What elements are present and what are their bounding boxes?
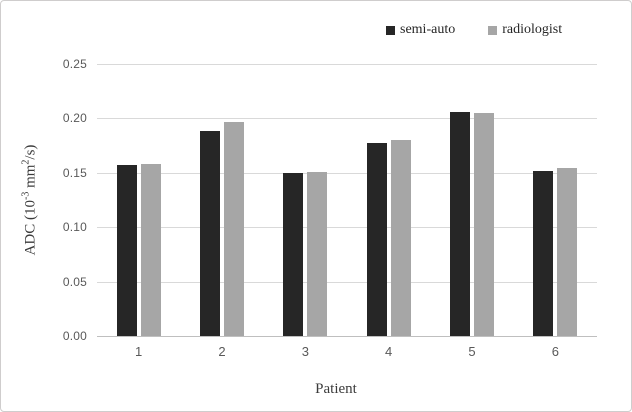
bar-semi-auto-patient-3 [283,172,304,336]
gridline-y-0.05 [97,281,597,283]
plot-area [97,64,597,337]
y-axis-title-superscript: -3 [20,191,32,201]
y-axis-title-text: /s) [22,144,39,160]
bar-radiologist-patient-2 [224,121,244,336]
bar-semi-auto-patient-1 [116,165,137,336]
bar-radiologist-patient-3 [307,171,328,336]
x-tick-label-6: 6 [551,344,559,359]
y-tick-label: 0.25 [62,57,87,71]
bar-semi-auto-patient-4 [366,143,387,336]
gridline-y-0.1 [97,227,597,229]
bar-radiologist-patient-1 [140,164,161,336]
x-axis-title: Patient [315,381,357,397]
legend-swatch-icon [386,25,395,35]
y-tick-label: 0.10 [62,220,87,235]
y-tick-label: 0.05 [62,274,87,289]
bar-radiologist-patient-6 [557,168,578,336]
gridline-y-0.15 [97,172,597,174]
y-tick-label: 0.00 [62,329,87,343]
legend-swatch-icon [488,25,498,35]
legend-label: radiologist [502,22,563,37]
y-tick-label: 0.15 [62,165,87,180]
legend-item-semi-auto: semi-auto [386,23,455,37]
y-axis-tick-labels: 0.00 0.05 0.10 0.15 0.20 0.25 [41,57,87,343]
gridline-y-0.2 [97,118,597,120]
y-tick-label: 0.20 [62,111,87,126]
x-axis-tick-labels: 1 2 3 4 5 6 [97,342,597,360]
legend-label: semi-auto [400,22,456,37]
bar-radiologist-patient-4 [390,140,411,336]
bar-radiologist-patient-5 [474,112,494,336]
bar-semi-auto-patient-2 [200,131,220,336]
x-tick-label-3: 3 [301,344,309,359]
y-axis-title-superscript: 2 [20,159,32,165]
x-tick-label-1: 1 [135,344,143,359]
y-axis-title: ADC (10-3 mm2/s) [20,144,40,256]
y-axis-title-text: mm [22,164,39,192]
chart-legend: semi-auto radiologist [386,22,562,38]
x-tick-label-2: 2 [218,344,226,359]
bar-semi-auto-patient-6 [533,170,554,336]
gridline-y-0.25 [97,64,597,65]
bar-semi-auto-patient-5 [450,111,470,336]
x-tick-label-5: 5 [468,344,476,359]
x-tick-label-4: 4 [385,344,393,359]
y-axis-title-text: ADC (10 [22,200,39,256]
legend-item-radiologist: radiologist [488,23,562,37]
